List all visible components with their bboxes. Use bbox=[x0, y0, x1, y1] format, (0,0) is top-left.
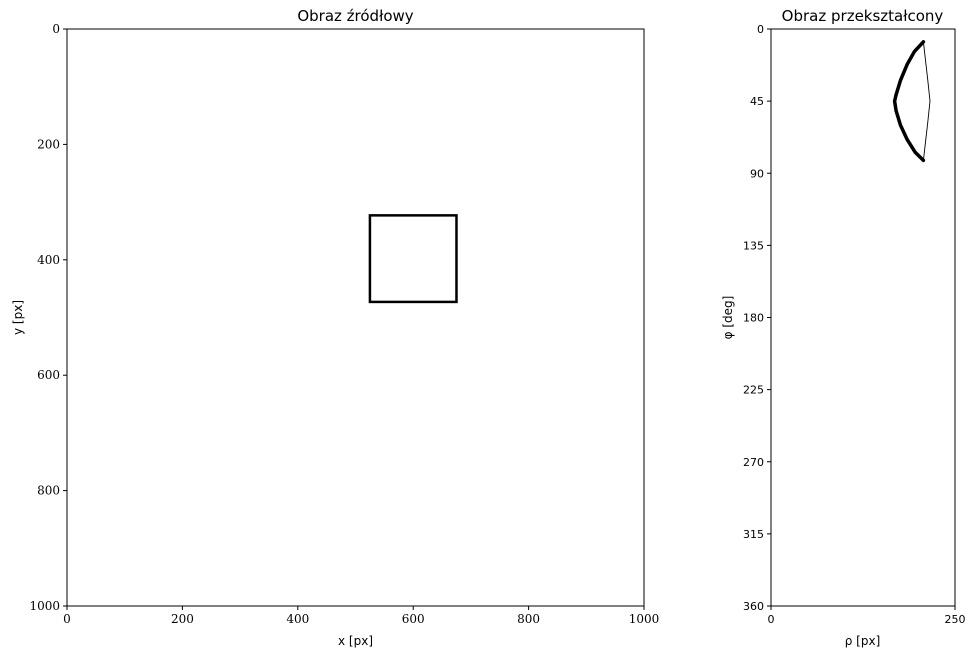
transformed-x-ticks: 0 250 bbox=[768, 606, 966, 626]
transformed-y-tick-label: 45 bbox=[750, 95, 764, 108]
transformed-chart-title: Obraz przekształcony bbox=[782, 7, 944, 25]
source-chart-title: Obraz źródłowy bbox=[297, 7, 413, 25]
source-x-tick-label: 800 bbox=[517, 612, 540, 626]
source-y-tick-label: 200 bbox=[37, 137, 60, 151]
transformed-y-axis-label: φ [deg] bbox=[721, 296, 735, 340]
transformed-marks bbox=[770, 40, 931, 607]
transform-curve-0 bbox=[892, 40, 926, 163]
transformed-y-tick-label: 90 bbox=[750, 167, 764, 180]
source-marks bbox=[368, 214, 458, 304]
transformed-y-tick-label: 360 bbox=[743, 600, 764, 613]
source-x-tick-label: 200 bbox=[171, 612, 194, 626]
source-x-tick-label: 600 bbox=[402, 612, 425, 626]
source-y-tick-label: 0 bbox=[52, 22, 60, 36]
source-x-ticks: 0 200 400 600 800 1000 bbox=[63, 606, 659, 626]
source-x-tick-label: 1000 bbox=[629, 612, 660, 626]
transformed-image-panel: Obraz przekształcony 0 250 0 45 90 135 180 225… bbox=[721, 7, 966, 648]
transformed-y-ticks: 0 45 90 135 180 225 270 315 360 bbox=[743, 23, 771, 613]
transformed-plot-area bbox=[770, 28, 956, 607]
square-outline bbox=[368, 214, 458, 304]
transformed-y-tick-label: 270 bbox=[743, 456, 764, 469]
source-y-tick-label: 400 bbox=[37, 253, 60, 267]
transformed-x-axis-label: ρ [px] bbox=[845, 634, 881, 648]
transformed-y-tick-label: 135 bbox=[743, 239, 764, 252]
transformed-y-tick-label: 0 bbox=[757, 23, 764, 36]
source-y-tick-label: 800 bbox=[37, 484, 60, 498]
transformed-y-tick-label: 315 bbox=[743, 528, 764, 541]
source-y-tick-label: 1000 bbox=[29, 599, 60, 613]
transformed-x-tick-label: 250 bbox=[945, 613, 966, 626]
source-x-tick-label: 0 bbox=[63, 612, 71, 626]
source-plot-area bbox=[66, 28, 645, 607]
transformed-y-tick-label: 225 bbox=[743, 384, 764, 397]
source-y-tick-label: 600 bbox=[37, 368, 60, 382]
source-y-ticks: 0 200 400 600 800 1000 bbox=[29, 22, 67, 613]
source-x-axis-label: x [px] bbox=[338, 634, 373, 648]
source-y-axis-label: y [px] bbox=[11, 300, 25, 335]
source-image-panel: Obraz źródłowy 0 200 400 600 800 1000 0 200 400… bbox=[11, 7, 659, 648]
transform-curve-1 bbox=[922, 41, 931, 161]
source-x-tick-label: 400 bbox=[286, 612, 309, 626]
transformed-x-tick-label: 0 bbox=[768, 613, 775, 626]
transformed-y-tick-label: 180 bbox=[743, 312, 764, 325]
